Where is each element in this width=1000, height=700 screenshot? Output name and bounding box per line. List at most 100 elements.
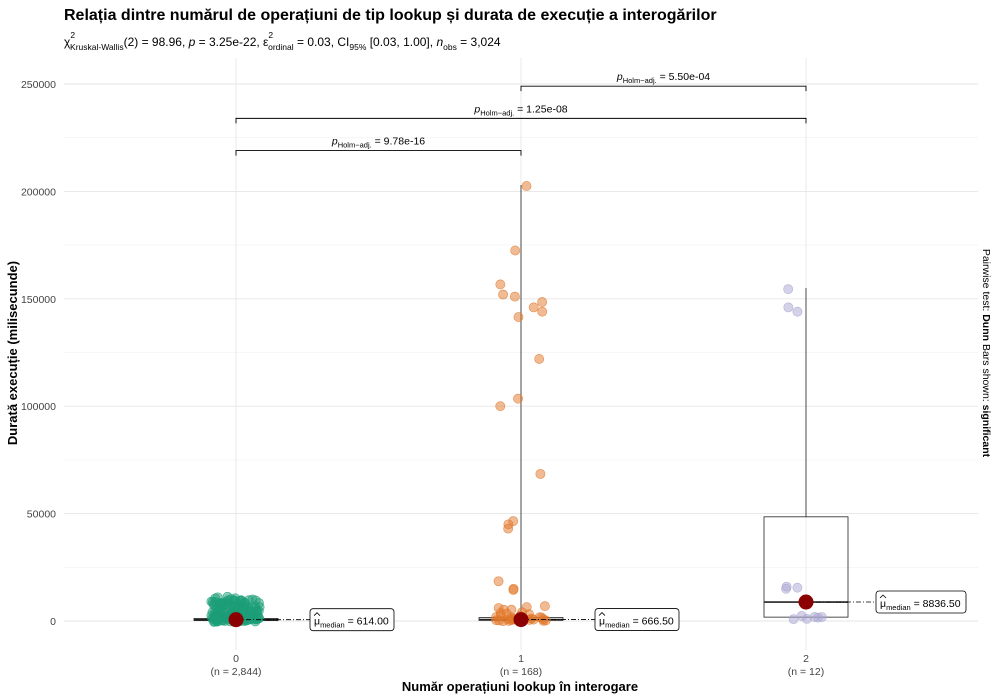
median-label-text: μmedian = 614.00: [314, 616, 389, 630]
median-label-text: μmedian = 8836.50: [880, 598, 961, 612]
data-point: [792, 306, 803, 317]
subtitle-eps: ε: [263, 35, 269, 49]
subtitle-chi-sub: Kruskal-Wallis: [70, 42, 124, 52]
median-markers: μmedian = 614.00 μmedian = 666.50μmedian …: [228, 590, 967, 632]
caption-prefix: Pairwise test:: [980, 249, 992, 314]
data-point: [813, 612, 823, 623]
subtitle-n-label: n: [436, 35, 443, 49]
pairwise-label-sub: Holm−adj.: [338, 141, 372, 150]
pairwise-label-p: p: [616, 71, 623, 83]
data-point: [250, 595, 261, 606]
pairwise-label-value: = 5.50e-04: [657, 71, 711, 83]
x-axis: 0(n = 2,844) 1(n = 168) 2(n = 12): [210, 653, 824, 678]
data-point: [503, 523, 514, 534]
subtitle-eps-sup: 2: [268, 30, 273, 40]
median-label-value: = 666.50: [630, 616, 674, 628]
x-tick-label: 2: [803, 653, 809, 665]
y-axis: 0 50000 100000 150000 200000 250000: [21, 79, 56, 628]
median-label-box: [309, 608, 395, 632]
data-point: [493, 576, 504, 587]
data-point: [513, 312, 524, 322]
x-tick-count: (n = 12): [788, 666, 824, 678]
x-tick-label: 0: [233, 653, 239, 665]
median-label: μmedian = 666.50: [594, 608, 680, 631]
median-label-sub: median: [605, 621, 630, 630]
data-point: [539, 601, 550, 612]
data-point: [781, 583, 791, 594]
median-label-text: μmedian = 666.50: [599, 616, 674, 630]
subtitle-n-value: = 3,024: [457, 35, 501, 49]
pairwise-label-sub: Holm−adj.: [480, 108, 514, 117]
data-points: [206, 181, 827, 627]
chart-title: Relația dintre numărul de operațiuni de …: [64, 7, 717, 24]
data-point: [528, 302, 539, 313]
pairwise-bracket: [235, 117, 807, 124]
data-point: [212, 611, 223, 622]
data-point: [498, 289, 508, 300]
data-point: [509, 291, 520, 302]
data-point: [783, 302, 794, 313]
pairwise-caption: Pairwise test: Dunn Bars shown: signific…: [980, 249, 992, 458]
chart-subtitle: χ2 Kruskal-Wallis(2) = 98.96, p = 3.25e-2…: [64, 30, 501, 52]
data-point: [537, 306, 548, 317]
caption-mid: Bars shown:: [980, 341, 992, 405]
boxplots: [193, 184, 849, 621]
pairwise-label-sub: Holm−adj.: [623, 76, 657, 85]
median-label-symbol: μ: [314, 616, 320, 628]
y-tick-label: 250000: [21, 79, 56, 91]
subtitle-chi-sup: 2: [70, 30, 75, 40]
data-point: [521, 181, 532, 191]
median-point: [798, 594, 814, 610]
subtitle-ci-value: [0.03, 1.00],: [366, 35, 436, 49]
subtitle-p-value: = 3.25e-22,: [195, 35, 263, 49]
subtitle-ci-sub: 95%: [349, 42, 366, 52]
median-point: [513, 612, 529, 628]
data-point: [513, 393, 523, 404]
x-tick-label: 1: [518, 653, 524, 665]
subtitle-chi: χ: [64, 35, 71, 49]
subtitle-eps-sub: ordinal: [268, 42, 294, 52]
subtitle-eps-value: = 0.03, CI: [294, 35, 350, 49]
median-label-hat: [313, 612, 321, 616]
pairwise-label: pHolm−adj. = 5.50e-04: [616, 71, 710, 85]
median-label-hat: [598, 612, 606, 616]
pairwise-label-value: = 9.78e-16: [372, 136, 426, 148]
median-point: [228, 612, 244, 628]
y-axis-title: Durată execuție (milisecunde): [5, 261, 20, 445]
data-point: [792, 582, 803, 593]
median-label-sub: median: [886, 603, 911, 612]
y-tick-label: 150000: [21, 294, 56, 306]
median-label-hat: [879, 594, 887, 599]
pairwise-bracket: [520, 85, 807, 92]
median-label-value: = 8836.50: [911, 598, 961, 610]
median-label-box: [875, 590, 967, 614]
median-label-box: [594, 608, 680, 631]
median-label-sub: median: [320, 621, 345, 630]
y-tick-label: 200000: [21, 186, 56, 198]
median-label-value: = 614.00: [345, 616, 389, 628]
subtitle-stat: (2) = 98.96,: [124, 35, 189, 49]
data-point: [222, 591, 233, 602]
subtitle-n-sub: obs: [443, 42, 457, 52]
pairwise-bracket: [235, 150, 522, 156]
x-tick-count: (n = 168): [500, 666, 542, 678]
median-label-symbol: μ: [880, 598, 886, 610]
subtitle-p-label: p: [188, 35, 196, 49]
x-tick-count: (n = 2,844): [210, 666, 261, 678]
data-point: [535, 468, 546, 479]
data-point: [247, 613, 258, 623]
data-point: [510, 245, 521, 256]
pairwise-label: pHolm−adj. = 9.78e-16: [331, 136, 425, 150]
y-tick-label: 0: [50, 616, 56, 628]
median-label: μmedian = 614.00: [309, 608, 395, 632]
caption-bars-shown: significant: [980, 405, 992, 458]
median-label-symbol: μ: [599, 616, 605, 628]
data-point: [210, 593, 221, 604]
data-point: [495, 279, 506, 290]
data-point: [508, 584, 519, 595]
pairwise-label-value: = 1.25e-08: [514, 103, 568, 115]
pairwise-label: pHolm−adj. = 1.25e-08: [473, 103, 567, 117]
caption-test-name: Dunn: [980, 314, 992, 341]
